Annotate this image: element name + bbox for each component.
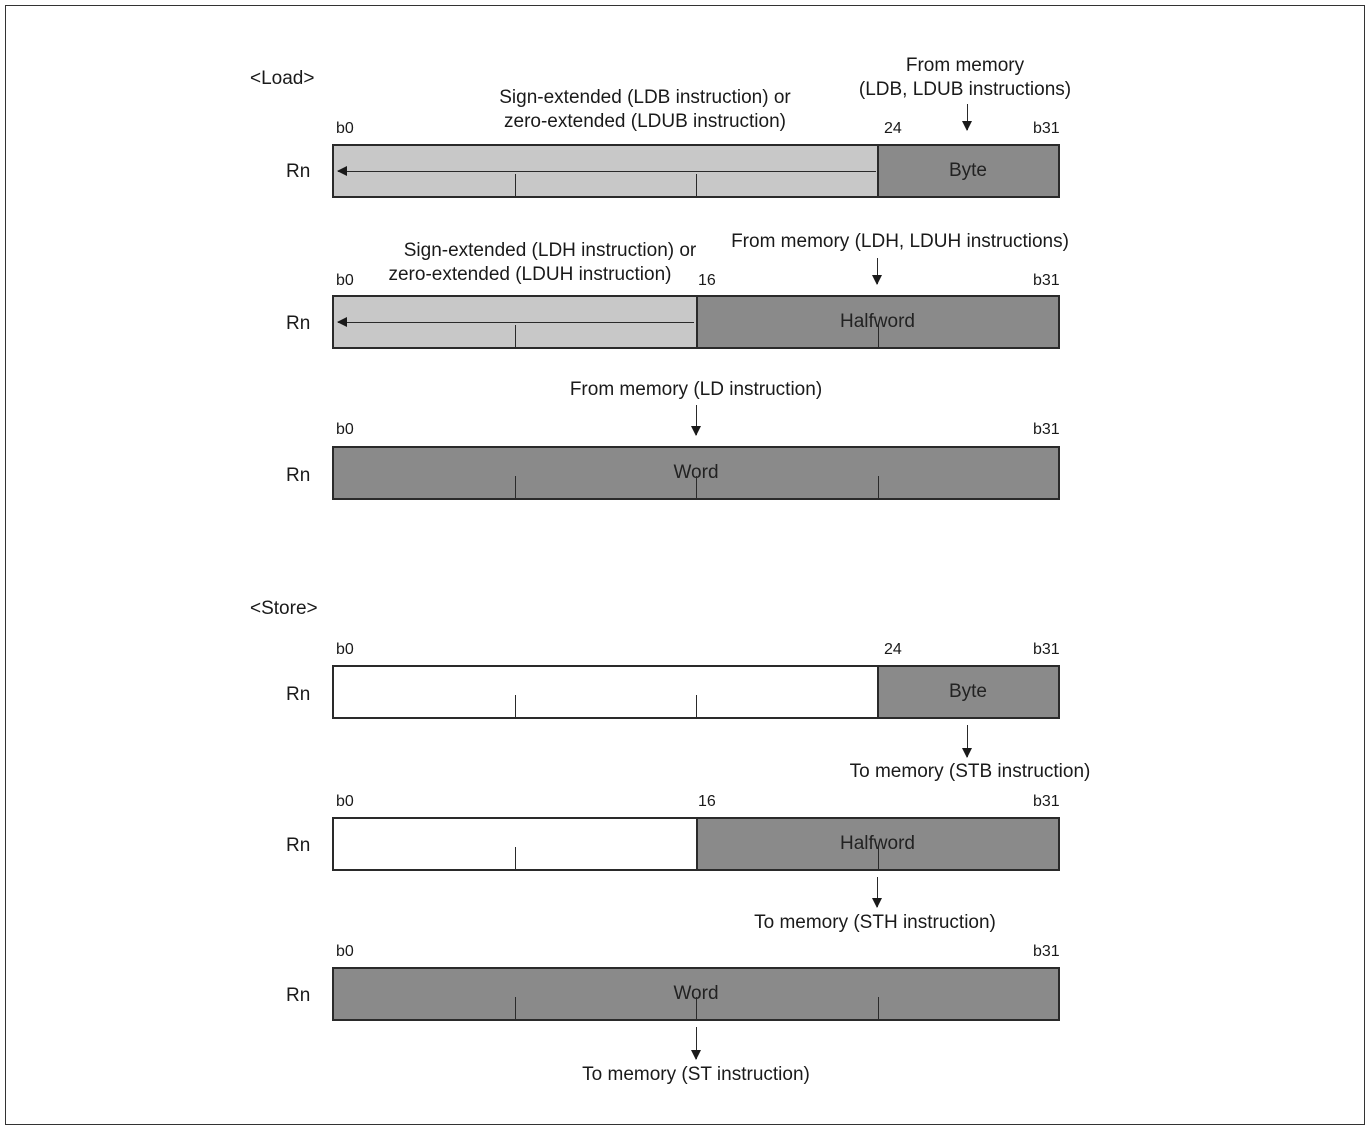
store-halfword-bit-start: b0	[336, 793, 354, 810]
halfword-field-label: Halfword	[840, 311, 915, 332]
load-byte-bit-24: 24	[884, 120, 902, 137]
unused-bits-region	[334, 667, 878, 717]
store-word-bit-start: b0	[336, 943, 354, 960]
bit-tick	[696, 997, 697, 1019]
store-byte-register: Byte	[332, 665, 1060, 719]
field-divider	[696, 297, 698, 347]
load-byte-register-label: Rn	[286, 161, 311, 182]
bit-tick	[515, 997, 516, 1019]
load-halfword-register: Halfword	[332, 295, 1060, 349]
load-halfword-bit-16: 16	[698, 272, 716, 289]
word-field-label: Word	[673, 983, 719, 1004]
load-byte-source-note-line2: (LDB, LDUB instructions)	[858, 79, 1072, 100]
load-byte-bit-start: b0	[336, 120, 354, 137]
load-byte-extension-note-line2: zero-extended (LDUB instruction)	[504, 111, 786, 132]
field-divider	[877, 146, 879, 196]
bit-tick	[696, 476, 697, 498]
halfword-field: Halfword	[697, 297, 1058, 347]
load-word-down-arrow-icon	[691, 405, 701, 436]
bit-tick	[515, 325, 516, 347]
field-divider	[877, 667, 879, 717]
load-word-bit-end: b31	[1033, 421, 1060, 438]
store-word-destination-note: To memory (ST instruction)	[582, 1064, 810, 1085]
byte-field-label: Byte	[948, 160, 988, 181]
bit-tick	[878, 847, 879, 869]
sign-extension-left-arrow-icon	[337, 317, 694, 327]
bit-tick	[515, 476, 516, 498]
halfword-field-label: Halfword	[840, 833, 915, 854]
store-word-register: Word	[332, 967, 1060, 1021]
store-word-down-arrow-icon	[691, 1027, 701, 1060]
bit-tick	[515, 847, 516, 869]
load-byte-down-arrow-icon	[962, 104, 972, 131]
store-heading: <Store>	[250, 598, 318, 619]
store-halfword-bit-16: 16	[698, 793, 716, 810]
load-heading: <Load>	[250, 68, 315, 89]
load-halfword-source-note: From memory (LDH, LDUH instructions)	[731, 231, 1069, 252]
load-halfword-bit-end: b31	[1033, 272, 1060, 289]
load-word-register: Word	[332, 446, 1060, 500]
bit-tick	[878, 325, 879, 347]
bit-tick	[696, 695, 697, 717]
load-halfword-bit-start: b0	[336, 272, 354, 289]
load-halfword-register-label: Rn	[286, 313, 311, 334]
store-halfword-register: Halfword	[332, 817, 1060, 871]
halfword-field: Halfword	[697, 819, 1058, 869]
load-word-register-label: Rn	[286, 465, 311, 486]
byte-field: Byte	[878, 667, 1058, 717]
sign-extension-left-arrow-icon	[337, 166, 876, 176]
store-halfword-register-label: Rn	[286, 835, 311, 856]
word-field-label: Word	[673, 462, 719, 483]
load-byte-bit-end: b31	[1033, 120, 1060, 137]
byte-field: Byte	[878, 146, 1058, 196]
store-halfword-bit-end: b31	[1033, 793, 1060, 810]
load-byte-extension-note-line1: Sign-extended (LDB instruction) or	[499, 87, 791, 108]
load-word-source-note: From memory (LD instruction)	[569, 379, 823, 400]
store-halfword-destination-note: To memory (STH instruction)	[754, 912, 996, 933]
field-divider	[696, 819, 698, 869]
load-halfword-extension-note-line1: Sign-extended (LDH instruction) or	[403, 240, 697, 261]
bit-tick	[515, 174, 516, 196]
store-word-bit-end: b31	[1033, 943, 1060, 960]
store-byte-bit-start: b0	[336, 641, 354, 658]
bit-tick	[696, 174, 697, 196]
load-byte-register: Byte	[332, 144, 1060, 198]
store-byte-register-label: Rn	[286, 684, 311, 705]
load-halfword-down-arrow-icon	[872, 258, 882, 285]
load-word-bit-start: b0	[336, 421, 354, 438]
byte-field-label: Byte	[948, 681, 988, 702]
store-word-register-label: Rn	[286, 985, 311, 1006]
store-byte-destination-note: To memory (STB instruction)	[849, 761, 1091, 782]
store-byte-bit-end: b31	[1033, 641, 1060, 658]
store-halfword-down-arrow-icon	[872, 877, 882, 908]
bit-tick	[878, 997, 879, 1019]
store-byte-bit-24: 24	[884, 641, 902, 658]
bit-tick	[878, 476, 879, 498]
load-byte-source-note-line1: From memory	[905, 55, 1025, 76]
load-halfword-extension-note-line2: zero-extended (LDUH instruction)	[388, 264, 672, 285]
store-byte-down-arrow-icon	[962, 725, 972, 758]
bit-tick	[515, 695, 516, 717]
